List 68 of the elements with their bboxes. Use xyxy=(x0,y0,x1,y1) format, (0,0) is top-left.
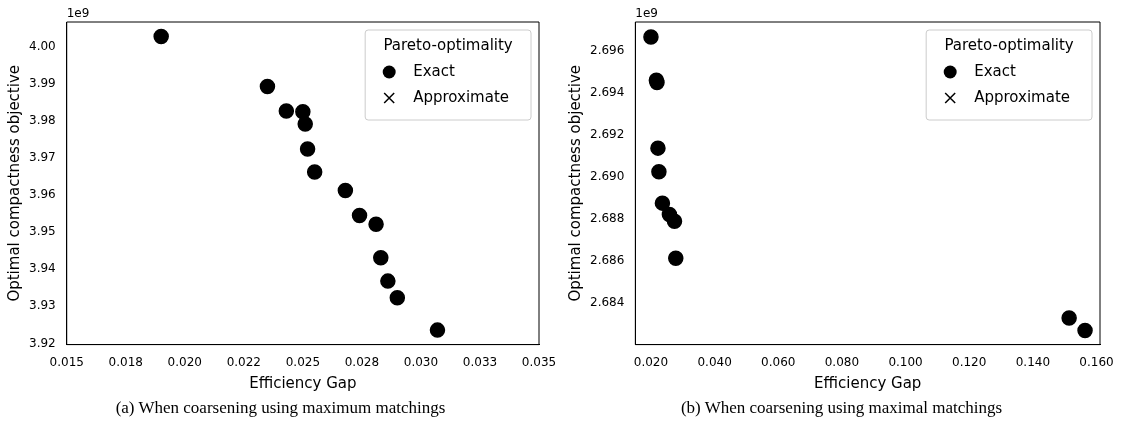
legend-label: Approximate xyxy=(413,87,510,106)
point xyxy=(1061,310,1077,326)
point xyxy=(297,116,313,132)
text: (b) When coarsening using maximal matchings xyxy=(679,398,1004,418)
y-tick-label: 2.688 xyxy=(589,211,625,226)
point xyxy=(654,195,671,211)
point xyxy=(650,140,666,156)
x-axis-title: Efficiency Gap xyxy=(814,373,922,392)
y-tick-label: 3.97 xyxy=(29,150,56,164)
point xyxy=(259,78,276,95)
x-tick-label: 0.035 xyxy=(521,354,557,369)
x-tick-label: 0.100 xyxy=(888,354,923,369)
y-tick-label: 2.692 xyxy=(589,127,625,142)
point xyxy=(299,141,316,157)
text: 1e9 xyxy=(66,6,90,21)
y-tick-label: 2.690 xyxy=(589,169,625,184)
y-tick-label: 2.694 xyxy=(589,85,625,100)
point xyxy=(368,216,384,233)
x-tick-label: 0.018 xyxy=(108,354,143,369)
x-tick-label: 0.033 xyxy=(462,354,498,369)
y-tick-label: 3.99 xyxy=(29,75,56,90)
x-tick-label: 0.020 xyxy=(167,354,202,369)
y-tick-label: 3.95 xyxy=(29,224,56,239)
point xyxy=(429,322,446,338)
legend-title: Pareto-optimality xyxy=(383,35,513,54)
x-tick-label: 0.160 xyxy=(1079,354,1114,369)
legend-title: Pareto-optimality xyxy=(944,35,1074,54)
x-axis-title: Efficiency Gap xyxy=(249,373,357,392)
point xyxy=(306,164,323,180)
point xyxy=(351,207,368,224)
x-tick-label: 0.120 xyxy=(952,354,987,369)
x-tick-label: 0.080 xyxy=(824,354,860,369)
point xyxy=(643,29,659,45)
y-axis-title: Optimal compactness objective xyxy=(4,64,23,302)
x-tick-label: 0.060 xyxy=(761,354,796,369)
x-tick-label: 0.022 xyxy=(226,354,261,369)
x-tick-label: 0.025 xyxy=(285,354,321,369)
y-tick-label: 2.686 xyxy=(589,253,625,268)
y-tick-label: 3.98 xyxy=(29,112,56,127)
y-tick-label: 3.93 xyxy=(29,298,56,313)
text: (a) When coarsening using maximum matchings xyxy=(114,398,447,418)
point xyxy=(668,250,684,267)
legend-label: Approximate xyxy=(974,87,1071,106)
point xyxy=(389,290,406,306)
y-tick-label: 2.696 xyxy=(589,43,625,58)
y-tick-label: 4.00 xyxy=(29,38,56,53)
x-tick-label: 0.020 xyxy=(633,354,669,369)
legend-label: Exact xyxy=(413,61,455,80)
y-tick-label: 3.94 xyxy=(29,261,56,276)
point xyxy=(153,28,169,45)
y-tick-label: 2.684 xyxy=(589,295,625,310)
point xyxy=(278,103,295,119)
y-tick-label: 3.96 xyxy=(29,187,56,202)
point xyxy=(380,273,396,289)
text: 1e9 xyxy=(635,6,659,21)
x-tick-label: 0.030 xyxy=(403,354,439,369)
x-tick-label: 0.028 xyxy=(344,354,380,369)
x-tick-label: 0.040 xyxy=(697,354,732,369)
point xyxy=(337,182,354,199)
x-tick-label: 0.015 xyxy=(49,354,84,369)
y-axis-title: Optimal compactness objective xyxy=(565,64,584,302)
point xyxy=(651,163,667,180)
y-tick-label: 3.92 xyxy=(29,335,56,350)
x-tick-label: 0.140 xyxy=(1015,354,1051,369)
point xyxy=(666,213,683,229)
point xyxy=(1077,322,1093,339)
legend-label: Exact xyxy=(974,61,1016,80)
point xyxy=(373,249,389,266)
